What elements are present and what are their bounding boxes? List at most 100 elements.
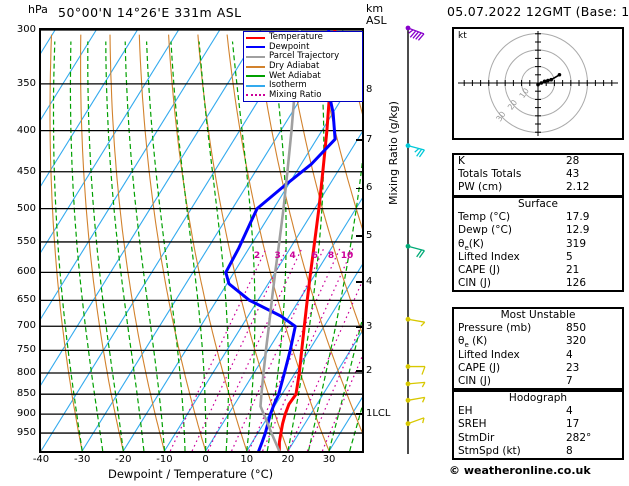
altitude-tick-4: 4: [366, 275, 373, 287]
surface-value: 17.9: [566, 211, 590, 224]
surface-key: CAPE (J): [458, 263, 501, 276]
surface-value: 12.9: [566, 224, 590, 237]
hodograph-row: EH 4: [454, 405, 622, 418]
hodograph-value: 4: [566, 405, 573, 418]
indices-row: K 28: [454, 155, 622, 168]
surface-key: Temp (°C): [458, 211, 511, 224]
legend-item: Dewpoint: [246, 41, 360, 53]
altitude-unit-line1: km: [366, 2, 384, 15]
most-unstable-value: 23: [566, 361, 580, 374]
legend-swatch: [246, 55, 265, 58]
most-unstable-value: 850: [566, 322, 587, 335]
legend-swatch: [246, 46, 265, 49]
legend-swatch: [246, 84, 265, 87]
altitude-tickmark: [356, 139, 364, 141]
hodograph-title: Hodograph: [508, 392, 568, 404]
indices-value: 2.12: [566, 181, 590, 194]
temperature-tick-20: 20: [281, 454, 295, 465]
hodograph-row: SREH 17: [454, 418, 622, 431]
altitude-tickmark: [356, 413, 364, 415]
pressure-tick-800: 800: [16, 366, 36, 378]
indices-key: K: [458, 155, 465, 167]
altitude-tick-8: 8: [366, 83, 373, 95]
legend-label: Temperature: [269, 32, 323, 43]
pressure-tick-300: 300: [16, 24, 36, 35]
hodograph-row: StmDir 282°: [454, 432, 622, 445]
altitude-tick-3: 3: [366, 320, 373, 332]
legend-item: Parcel Trajectory: [246, 52, 360, 62]
mixing-ratio-label-2: 2: [253, 250, 261, 261]
most-unstable-row: θe (K) 320: [454, 335, 622, 349]
hodograph-ring-label-30: 30: [494, 110, 507, 124]
legend-label: Wet Adiabat: [269, 70, 321, 81]
most-unstable-row: Pressure (mb) 850: [454, 322, 622, 335]
surface-row: Temp (°C) 17.9: [454, 211, 622, 224]
surface-value: 319: [566, 237, 587, 250]
most-unstable-value: 320: [566, 335, 587, 348]
x-axis-label: Dewpoint / Temperature (°C): [108, 467, 274, 481]
altitude-tickmark: [356, 370, 364, 372]
pressure-tick-900: 900: [16, 408, 36, 420]
altitude-tick-1: 1LCL: [366, 407, 391, 419]
surface-row: Lifted Index 5: [454, 251, 622, 264]
altitude-unit-label: km ASL: [366, 3, 387, 27]
pressure-tick-650: 650: [16, 294, 36, 306]
altitude-tickmark: [356, 281, 364, 283]
surface-key: Dewp (°C): [458, 224, 512, 237]
altitude-tick-7: 7: [366, 133, 373, 145]
legend-item: Mixing Ratio: [246, 90, 360, 101]
hodograph-key: EH: [458, 405, 473, 418]
indices-key: Totals Totals: [458, 168, 522, 181]
most-unstable-title: Most Unstable: [500, 309, 576, 321]
legend-item: Isotherm: [246, 81, 360, 91]
mixing-ratio-label-10: 10: [340, 250, 354, 261]
surface-value: 5: [566, 250, 573, 263]
surface-row: CAPE (J) 21: [454, 264, 622, 277]
altitude-tick-2: 2: [366, 364, 373, 376]
hodograph-panel: kt 10 20 30: [452, 27, 624, 140]
altitude-tickmark: [356, 235, 364, 237]
most-unstable-key: CAPE (J): [458, 361, 501, 374]
altitude-tickmark: [356, 187, 364, 190]
most-unstable-key: CIN (J): [458, 374, 491, 387]
pressure-unit-label: hPa: [28, 3, 48, 16]
surface-title: Surface: [517, 198, 558, 210]
legend-label: Dewpoint: [269, 41, 310, 52]
skewt-canvas: [41, 30, 362, 451]
legend-item: Temperature: [246, 33, 360, 43]
legend-swatch: [246, 65, 265, 68]
most-unstable-row: CIN (J) 7: [454, 375, 622, 388]
indices-value: 28: [566, 155, 580, 167]
most-unstable-row: Lifted Index 4: [454, 349, 622, 362]
surface-row: Dewp (°C) 12.9: [454, 224, 622, 237]
legend-swatch: [246, 36, 265, 39]
legend-label: Isotherm: [269, 80, 307, 91]
pressure-tick-450: 450: [16, 165, 36, 177]
legend-swatch: [246, 94, 265, 97]
hodograph-ring-label-10: 10: [518, 86, 531, 100]
most-unstable-value: 4: [566, 348, 573, 361]
altitude-tick-5: 5: [366, 229, 373, 241]
mixing-ratio-label-4: 4: [289, 250, 296, 261]
pressure-tick-700: 700: [16, 320, 36, 332]
hodograph-row: StmSpd (kt) 8: [454, 445, 622, 458]
legend-swatch: [246, 75, 265, 78]
hodograph-value: 282°: [566, 431, 592, 444]
hodograph-ring-label-20: 20: [506, 98, 519, 112]
pressure-tick-500: 500: [16, 202, 36, 214]
legend-item: Dry Adiabat: [246, 62, 360, 72]
legend-label: Parcel Trajectory: [269, 51, 340, 62]
hodograph-key: StmDir: [458, 431, 495, 444]
station-title: 50°00'N 14°26'E 331m ASL: [58, 5, 242, 20]
mixing-ratio-label-6: 6: [311, 250, 318, 261]
altitude-unit-line2: ASL: [366, 14, 387, 27]
indices-value: 43: [566, 168, 580, 181]
surface-key: Lifted Index: [458, 250, 520, 263]
surface-row: CIN (J) 126: [454, 277, 622, 290]
pressure-tick-750: 750: [16, 344, 36, 356]
pressure-tick-350: 350: [16, 77, 36, 89]
indices-row: PW (cm) 2.12: [454, 181, 622, 194]
hodograph-value: 8: [566, 444, 573, 457]
legend-item: Wet Adiabat: [246, 71, 360, 81]
